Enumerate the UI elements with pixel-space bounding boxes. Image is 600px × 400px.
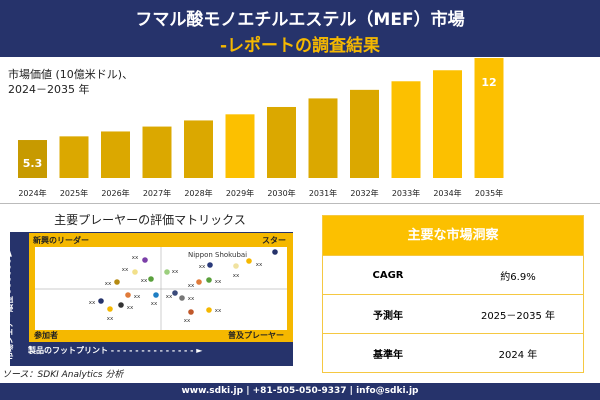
highlight-company: Nippon Shokubai [188,251,247,259]
x-tick-label: 2027年 [143,188,171,198]
company-point [179,295,185,301]
quadrant-emerging-leaders: 新興のリーダー [33,236,89,245]
x-tick-label: 2029年 [226,188,254,198]
point-label: xx [184,318,191,324]
point-label: xx [141,278,148,284]
company-point [196,279,202,285]
report-title: フマル酸モノエチルエステル（MEF）市場 [135,10,465,30]
quadrant-participants: 参加者 [34,331,58,340]
point-label: xx [132,255,139,261]
footer-contact: www.sdki.jp | +81-505-050-9337 | info@sd… [0,383,600,400]
table-row: 基準年 2024 年 [323,333,583,372]
point-label: xx [233,273,240,279]
row-key: CAGR [372,269,404,281]
quadrant-stars: スター [262,236,286,245]
x-tick-label: 2033年 [392,188,420,198]
point-label: xx [188,283,195,289]
data-label: 12 [481,76,496,89]
company-point [118,302,124,308]
row-value: 2024 年 [498,349,538,361]
x-tick-label: 2032年 [350,188,378,198]
company-point [142,257,148,263]
data-label: 5.3 [23,157,43,170]
point-label: xx [199,264,206,270]
x-tick-label: 2026年 [101,188,129,198]
company-point [188,309,194,315]
point-label: xx [256,262,263,268]
x-tick-label: 2035年 [475,188,503,198]
y-axis-label: 市場シェア・順位 - - - - - - ► [5,250,14,360]
insights-title: 主要な市場洞察 [323,216,583,255]
company-point [272,249,278,255]
company-point [233,263,239,269]
company-point [98,298,104,304]
x-tick-label: 2031年 [309,188,337,198]
bar-2027年 [142,126,172,178]
point-label: xx [166,294,173,300]
x-tick-label: 2028年 [184,188,212,198]
table-row: CAGR 約6.9% [323,255,583,294]
company-point [132,269,138,275]
point-label: xx [107,316,114,322]
company-point [206,277,212,283]
header-banner: フマル酸モノエチルエステル（MEF）市場 -レポートの調査結果 [0,0,600,57]
company-point [172,290,178,296]
bar-2024年 [18,140,47,178]
bar-2032年 [350,89,379,178]
bar-2028年 [184,120,213,178]
y-axis-text: 市場シェア・順位 [5,296,14,360]
table-row: 予測年 2025－2035 年 [323,294,583,333]
ylabel-text: 市場価値 (10億米ドル)、 [8,68,134,81]
bar-2029年 [225,114,255,178]
bar-2025年 [59,136,89,178]
quadrant-pervasive-players: 普及プレーヤー [228,331,284,340]
x-axis-label: 製品のフットプリント - - - - - - - - - - - - - - ► [28,346,203,355]
point-label: xx [134,294,141,300]
point-label: xx [188,296,195,302]
company-point [206,307,212,313]
x-tick-label: 2025年 [60,188,88,198]
point-label: xx [172,269,179,275]
point-label: xx [122,267,129,273]
row-key: 予測年 [373,310,403,322]
company-point [164,269,170,275]
company-point [207,262,213,268]
company-point [246,258,252,264]
point-label: xx [89,300,96,306]
point-label: xx [127,305,134,311]
x-tick-label: 2034年 [433,188,461,198]
company-point [114,279,120,285]
source-note: ソース：SDKI Analytics 分析 [2,370,124,380]
divider [0,203,600,204]
company-point [107,306,113,312]
company-point [148,276,154,282]
company-point [153,292,159,298]
bar-2035年 [474,58,504,178]
point-label: xx [215,279,222,285]
x-tick-label: 2024年 [18,188,46,198]
bar-2031年 [308,98,338,178]
chart-ylabel: 市場価値 (10億米ドル)、 2024－2035 年 [8,67,133,97]
point-label: xx [105,281,112,287]
company-point [125,292,131,298]
row-value: 2025－2035 年 [480,310,556,322]
bar-2033年 [391,81,421,178]
period-text: 2024－2035 年 [8,83,90,96]
row-value: 約6.9% [500,271,536,283]
x-tick-label: 2030年 [267,188,295,198]
bar-2030年 [267,106,296,178]
point-label: xx [151,301,158,307]
bar-2026年 [101,131,130,178]
matrix-title: 主要プレーヤーの評価マトリックス [54,213,246,227]
bar-chart: 2024年 5.3 2025年 2026年 2027年 2028年 2029年 2030年 20… [18,58,504,198]
point-label: xx [215,308,222,314]
row-key: 基準年 [373,349,403,361]
x-axis-text: 製品のフットプリント [28,346,108,355]
report-subtitle: -レポートの調査結果 [219,36,381,56]
insights-table: 主要な市場洞察 CAGR 約6.9% 予測年 2025－2035 年 基準年 2024… [322,215,584,373]
bar-2034年 [433,70,462,178]
